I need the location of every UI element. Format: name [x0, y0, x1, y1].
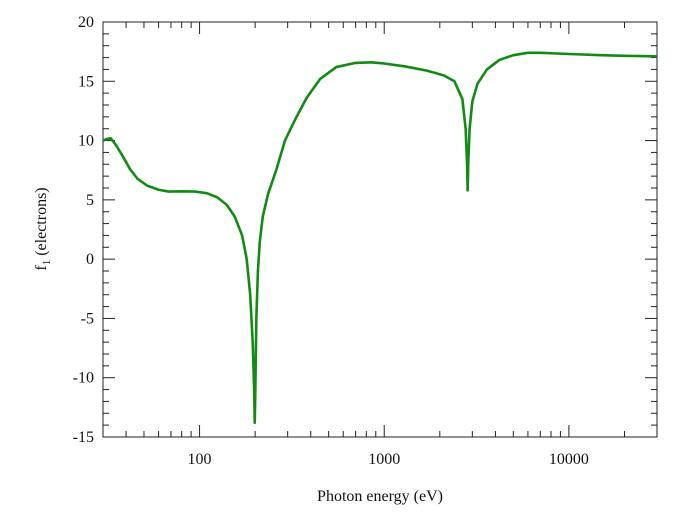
y-tick-label: 10	[78, 133, 94, 150]
x-tick-label: 10000	[549, 451, 589, 468]
x-tick-label: 1000	[368, 451, 400, 468]
y-axis-label: f1 (electrons)	[33, 187, 53, 270]
x-tick-label: 100	[188, 451, 212, 468]
y-tick-label: -5	[81, 310, 94, 327]
y-tick-label: -15	[73, 429, 94, 446]
y-tick-label: 5	[86, 192, 94, 209]
y-tick-label: 15	[78, 73, 94, 90]
y-tick-label: 0	[86, 251, 94, 268]
axis-ticks	[102, 21, 658, 438]
plot-frame	[102, 21, 658, 438]
x-axis-label: Photon energy (eV)	[317, 488, 443, 505]
series-line-f1	[102, 51, 658, 425]
y-tick-label: -10	[73, 370, 94, 387]
y-tick-label: 20	[78, 14, 94, 31]
